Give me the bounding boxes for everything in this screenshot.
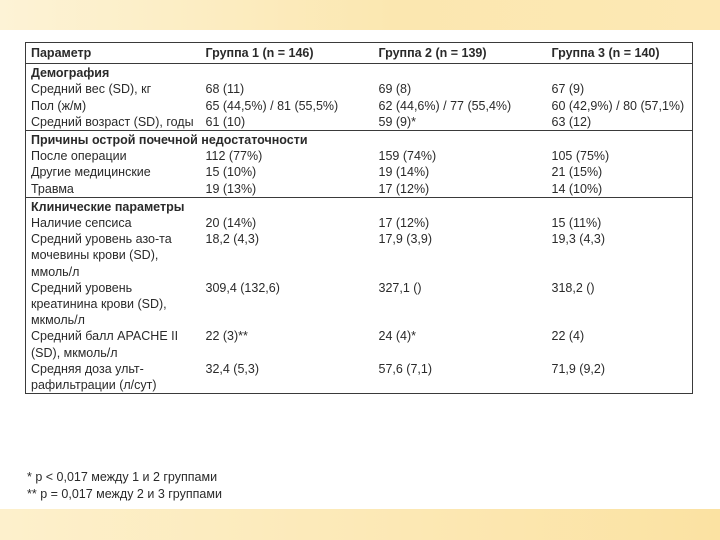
data-table-container: Параметр Группа 1 (n = 146) Группа 2 (n …: [25, 42, 693, 395]
footnotes: * p < 0,017 между 1 и 2 группами ** p = …: [27, 469, 687, 502]
section-row: Причины острой почечной недостаточности: [25, 130, 693, 149]
row-param: Наличие сепсиса: [31, 216, 132, 231]
row-group-3: 105 (75%): [551, 149, 610, 164]
row-group-2: 69 (8): [378, 82, 412, 97]
row-group-3: 67 (9): [551, 82, 585, 97]
table-row: Средний уровень креатинина крови (SD), м…: [26, 280, 693, 329]
row-param: Средний уровень креатинина крови (SD), м…: [31, 280, 167, 328]
section-title: Демография: [31, 66, 110, 81]
row-group-3: 60 (42,9%) / 80 (57,1%): [551, 98, 685, 113]
row-param: Средний вес (SD), кг: [31, 82, 152, 97]
table-row: Наличие сепсиса 20 (14%) 17 (12%) 15 (11…: [26, 215, 693, 231]
section-title: Причины острой почечной недостаточности: [25, 130, 693, 149]
table-row: Средний вес (SD), кг 68 (11) 69 (8) 67 (…: [26, 81, 693, 97]
row-param: Пол (ж/м): [31, 98, 87, 113]
row-group-1: 68 (11): [205, 82, 245, 97]
bottom-decor-band: [0, 509, 720, 540]
row-group-2: 17,9 (3,9): [378, 232, 433, 247]
row-group-2: 24 (4)*: [378, 329, 417, 344]
comparison-table: Параметр Группа 1 (n = 146) Группа 2 (n …: [25, 42, 693, 395]
table-row: Средний уровень азо-та мочевины крови (S…: [26, 231, 693, 280]
table-row: Другие медицинские 15 (10%) 19 (14%) 21 …: [26, 164, 693, 180]
footnote-1: * p < 0,017 между 1 и 2 группами: [27, 470, 218, 484]
header-group-1: Группа 1 (n = 146): [200, 42, 374, 65]
row-group-1: 65 (44,5%) / 81 (55,5%): [205, 98, 339, 113]
row-param: Средний уровень азо-та мочевины крови (S…: [31, 232, 172, 279]
row-param: После операции: [31, 149, 127, 164]
table-row: Пол (ж/м) 65 (44,5%) / 81 (55,5%) 62 (44…: [26, 98, 693, 114]
header-group-3: Группа 3 (n = 140): [546, 42, 693, 65]
row-group-1: 18,2 (4,3): [205, 232, 260, 247]
row-param: Травма: [31, 181, 74, 196]
row-group-1: 19 (13%): [205, 181, 257, 196]
row-group-2: 19 (14%): [378, 165, 430, 180]
header-group-2: Группа 2 (n = 139): [373, 42, 547, 65]
row-group-3: 318,2 (): [551, 280, 595, 295]
row-group-2: 159 (74%): [378, 149, 437, 164]
section-title: Клинические параметры: [25, 196, 693, 216]
row-param: Средняя доза ульт-рафильтрации (л/сут): [31, 361, 157, 393]
top-decor-band: [0, 0, 720, 30]
row-group-2: 62 (44,6%) / 77 (55,4%): [378, 98, 512, 113]
table-row: Травма 19 (13%) 17 (12%) 14 (10%): [26, 181, 693, 198]
row-group-3: 21 (15%): [551, 165, 603, 180]
row-group-2: 57,6 (7,1): [378, 361, 433, 376]
row-group-3: 15 (11%): [551, 216, 602, 231]
row-group-1: 32,4 (5,3): [205, 361, 260, 376]
row-param: Средний возраст (SD), годы: [31, 114, 194, 129]
row-group-2: 327,1 (): [378, 280, 422, 295]
row-group-3: 63 (12): [551, 114, 592, 129]
section-row: Клинические параметры: [25, 196, 693, 216]
row-group-3: 71,9 (9,2): [551, 361, 606, 376]
table-row: После операции 112 (77%) 159 (74%) 105 (…: [26, 148, 693, 164]
row-group-2: 59 (9)*: [378, 114, 417, 129]
table-row: Средняя доза ульт-рафильтрации (л/сут) 3…: [26, 361, 693, 394]
table-header-row: Параметр Группа 1 (n = 146) Группа 2 (n …: [25, 42, 693, 65]
row-group-3: 19,3 (4,3): [551, 232, 606, 247]
row-group-2: 17 (12%): [378, 181, 430, 196]
row-group-1: 309,4 (132,6): [205, 280, 280, 295]
row-group-1: 112 (77%): [205, 149, 263, 164]
section-row: Демография: [26, 64, 693, 82]
row-group-1: 15 (10%): [205, 165, 257, 180]
row-param: Средний балл APACHE II (SD), мкмоль/л: [31, 329, 179, 360]
row-group-2: 17 (12%): [378, 216, 430, 231]
row-param: Другие медицинские: [31, 165, 151, 180]
header-param: Параметр: [25, 42, 201, 65]
table-row: Средний балл APACHE II (SD), мкмоль/л 22…: [26, 328, 693, 360]
table-row: Средний возраст (SD), годы 61 (10) 59 (9…: [26, 114, 693, 131]
row-group-3: 14 (10%): [551, 181, 603, 196]
row-group-1: 20 (14%): [205, 216, 257, 231]
row-group-3: 22 (4): [551, 329, 585, 344]
row-group-1: 61 (10): [205, 114, 246, 129]
footnote-2: ** p = 0,017 между 2 и 3 группами: [27, 486, 222, 501]
row-group-1: 22 (3)**: [205, 329, 248, 344]
